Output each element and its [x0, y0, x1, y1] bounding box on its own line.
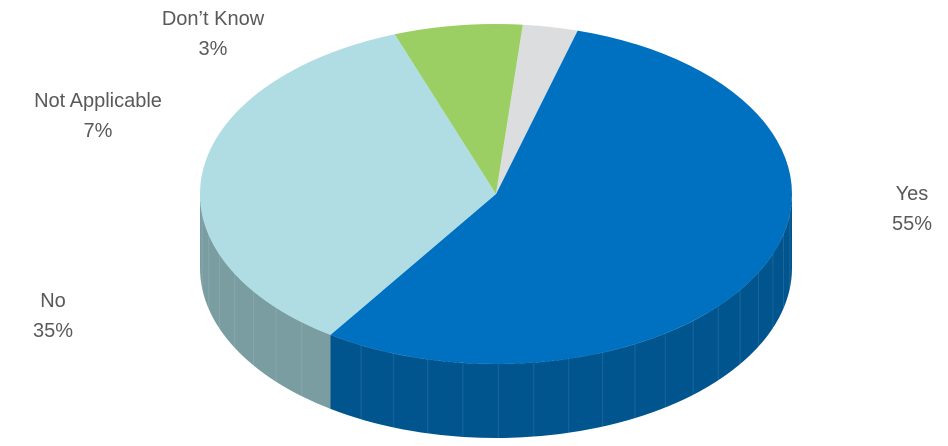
- pie-sides: [200, 194, 793, 438]
- pie-labels: Yes 55% No 35% Not Applicable 7% Don’t Know 3%: [33, 8, 932, 342]
- pie-slice-don-t-know: [496, 24, 578, 195]
- slice-label-don-t-know: Don’t Know: [162, 8, 265, 30]
- pie-slice-not-applicable: [394, 23, 523, 194]
- pie-slice-no: [200, 34, 496, 335]
- pie-tops: [200, 23, 792, 365]
- slice-value-not-applicable: 7%: [84, 120, 113, 142]
- slice-label-yes: Yes: [896, 183, 929, 205]
- slice-value-don-t-know: 3%: [199, 38, 228, 60]
- pie-side-no: [200, 194, 331, 409]
- slice-value-yes: 55%: [892, 213, 932, 235]
- slice-label-not-applicable: Not Applicable: [34, 90, 162, 112]
- pie-slice-yes: [330, 30, 792, 365]
- slice-label-no: No: [40, 290, 66, 312]
- slice-value-no: 35%: [33, 320, 73, 342]
- pie-side-yes: [330, 194, 793, 438]
